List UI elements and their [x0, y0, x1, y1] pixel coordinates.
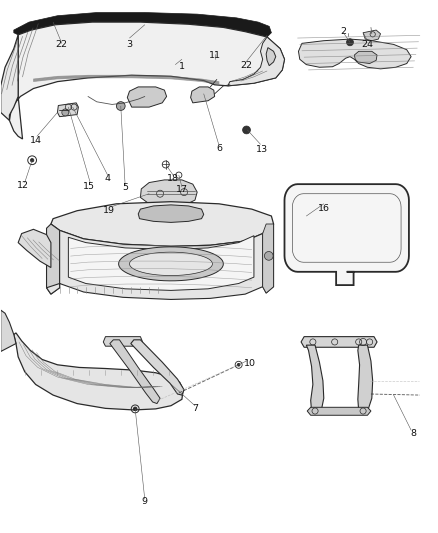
Polygon shape: [363, 30, 381, 41]
Polygon shape: [138, 205, 204, 222]
Polygon shape: [57, 103, 78, 117]
Polygon shape: [263, 224, 274, 293]
Polygon shape: [141, 180, 197, 207]
Polygon shape: [46, 230, 263, 300]
Text: 8: 8: [410, 430, 416, 438]
Polygon shape: [103, 337, 143, 346]
Text: 4: 4: [105, 174, 111, 183]
Text: 19: 19: [103, 206, 115, 215]
Polygon shape: [358, 345, 373, 413]
Polygon shape: [14, 13, 272, 37]
Polygon shape: [131, 340, 184, 395]
Polygon shape: [228, 37, 285, 86]
Text: 22: 22: [55, 40, 67, 49]
Text: 17: 17: [176, 185, 188, 195]
Text: 15: 15: [83, 182, 95, 191]
Text: 5: 5: [122, 183, 128, 192]
Polygon shape: [1, 35, 18, 120]
Text: 7: 7: [192, 405, 198, 414]
Polygon shape: [51, 201, 274, 246]
Text: 6: 6: [216, 144, 222, 153]
Polygon shape: [266, 47, 276, 66]
Polygon shape: [191, 87, 215, 103]
Polygon shape: [306, 345, 324, 413]
Polygon shape: [110, 340, 160, 403]
Polygon shape: [18, 229, 51, 268]
Circle shape: [62, 109, 69, 116]
Text: 1: 1: [179, 62, 185, 71]
Polygon shape: [14, 333, 183, 410]
Polygon shape: [68, 236, 254, 290]
Polygon shape: [127, 87, 166, 107]
Text: 24: 24: [361, 40, 374, 49]
Text: 11: 11: [208, 51, 221, 60]
Polygon shape: [46, 224, 60, 294]
Polygon shape: [285, 184, 409, 285]
Circle shape: [30, 158, 34, 162]
Circle shape: [134, 407, 137, 410]
Circle shape: [243, 126, 251, 134]
Text: 9: 9: [142, 497, 148, 506]
Text: 18: 18: [167, 174, 179, 183]
Polygon shape: [307, 407, 371, 415]
Circle shape: [117, 102, 125, 110]
Circle shape: [237, 364, 240, 366]
Circle shape: [346, 39, 353, 46]
Polygon shape: [10, 22, 285, 139]
Circle shape: [265, 252, 273, 260]
Polygon shape: [263, 224, 274, 293]
Text: 13: 13: [256, 145, 268, 154]
Polygon shape: [1, 310, 16, 351]
Text: 3: 3: [127, 41, 133, 50]
Polygon shape: [301, 337, 377, 348]
Text: 2: 2: [340, 27, 346, 36]
Polygon shape: [130, 252, 212, 276]
Polygon shape: [119, 247, 223, 281]
Polygon shape: [298, 39, 411, 69]
Text: 12: 12: [18, 181, 29, 190]
Polygon shape: [354, 51, 377, 63]
Text: 10: 10: [244, 359, 255, 368]
Text: 22: 22: [240, 61, 252, 70]
Text: 16: 16: [318, 204, 330, 213]
Text: 14: 14: [30, 135, 42, 144]
